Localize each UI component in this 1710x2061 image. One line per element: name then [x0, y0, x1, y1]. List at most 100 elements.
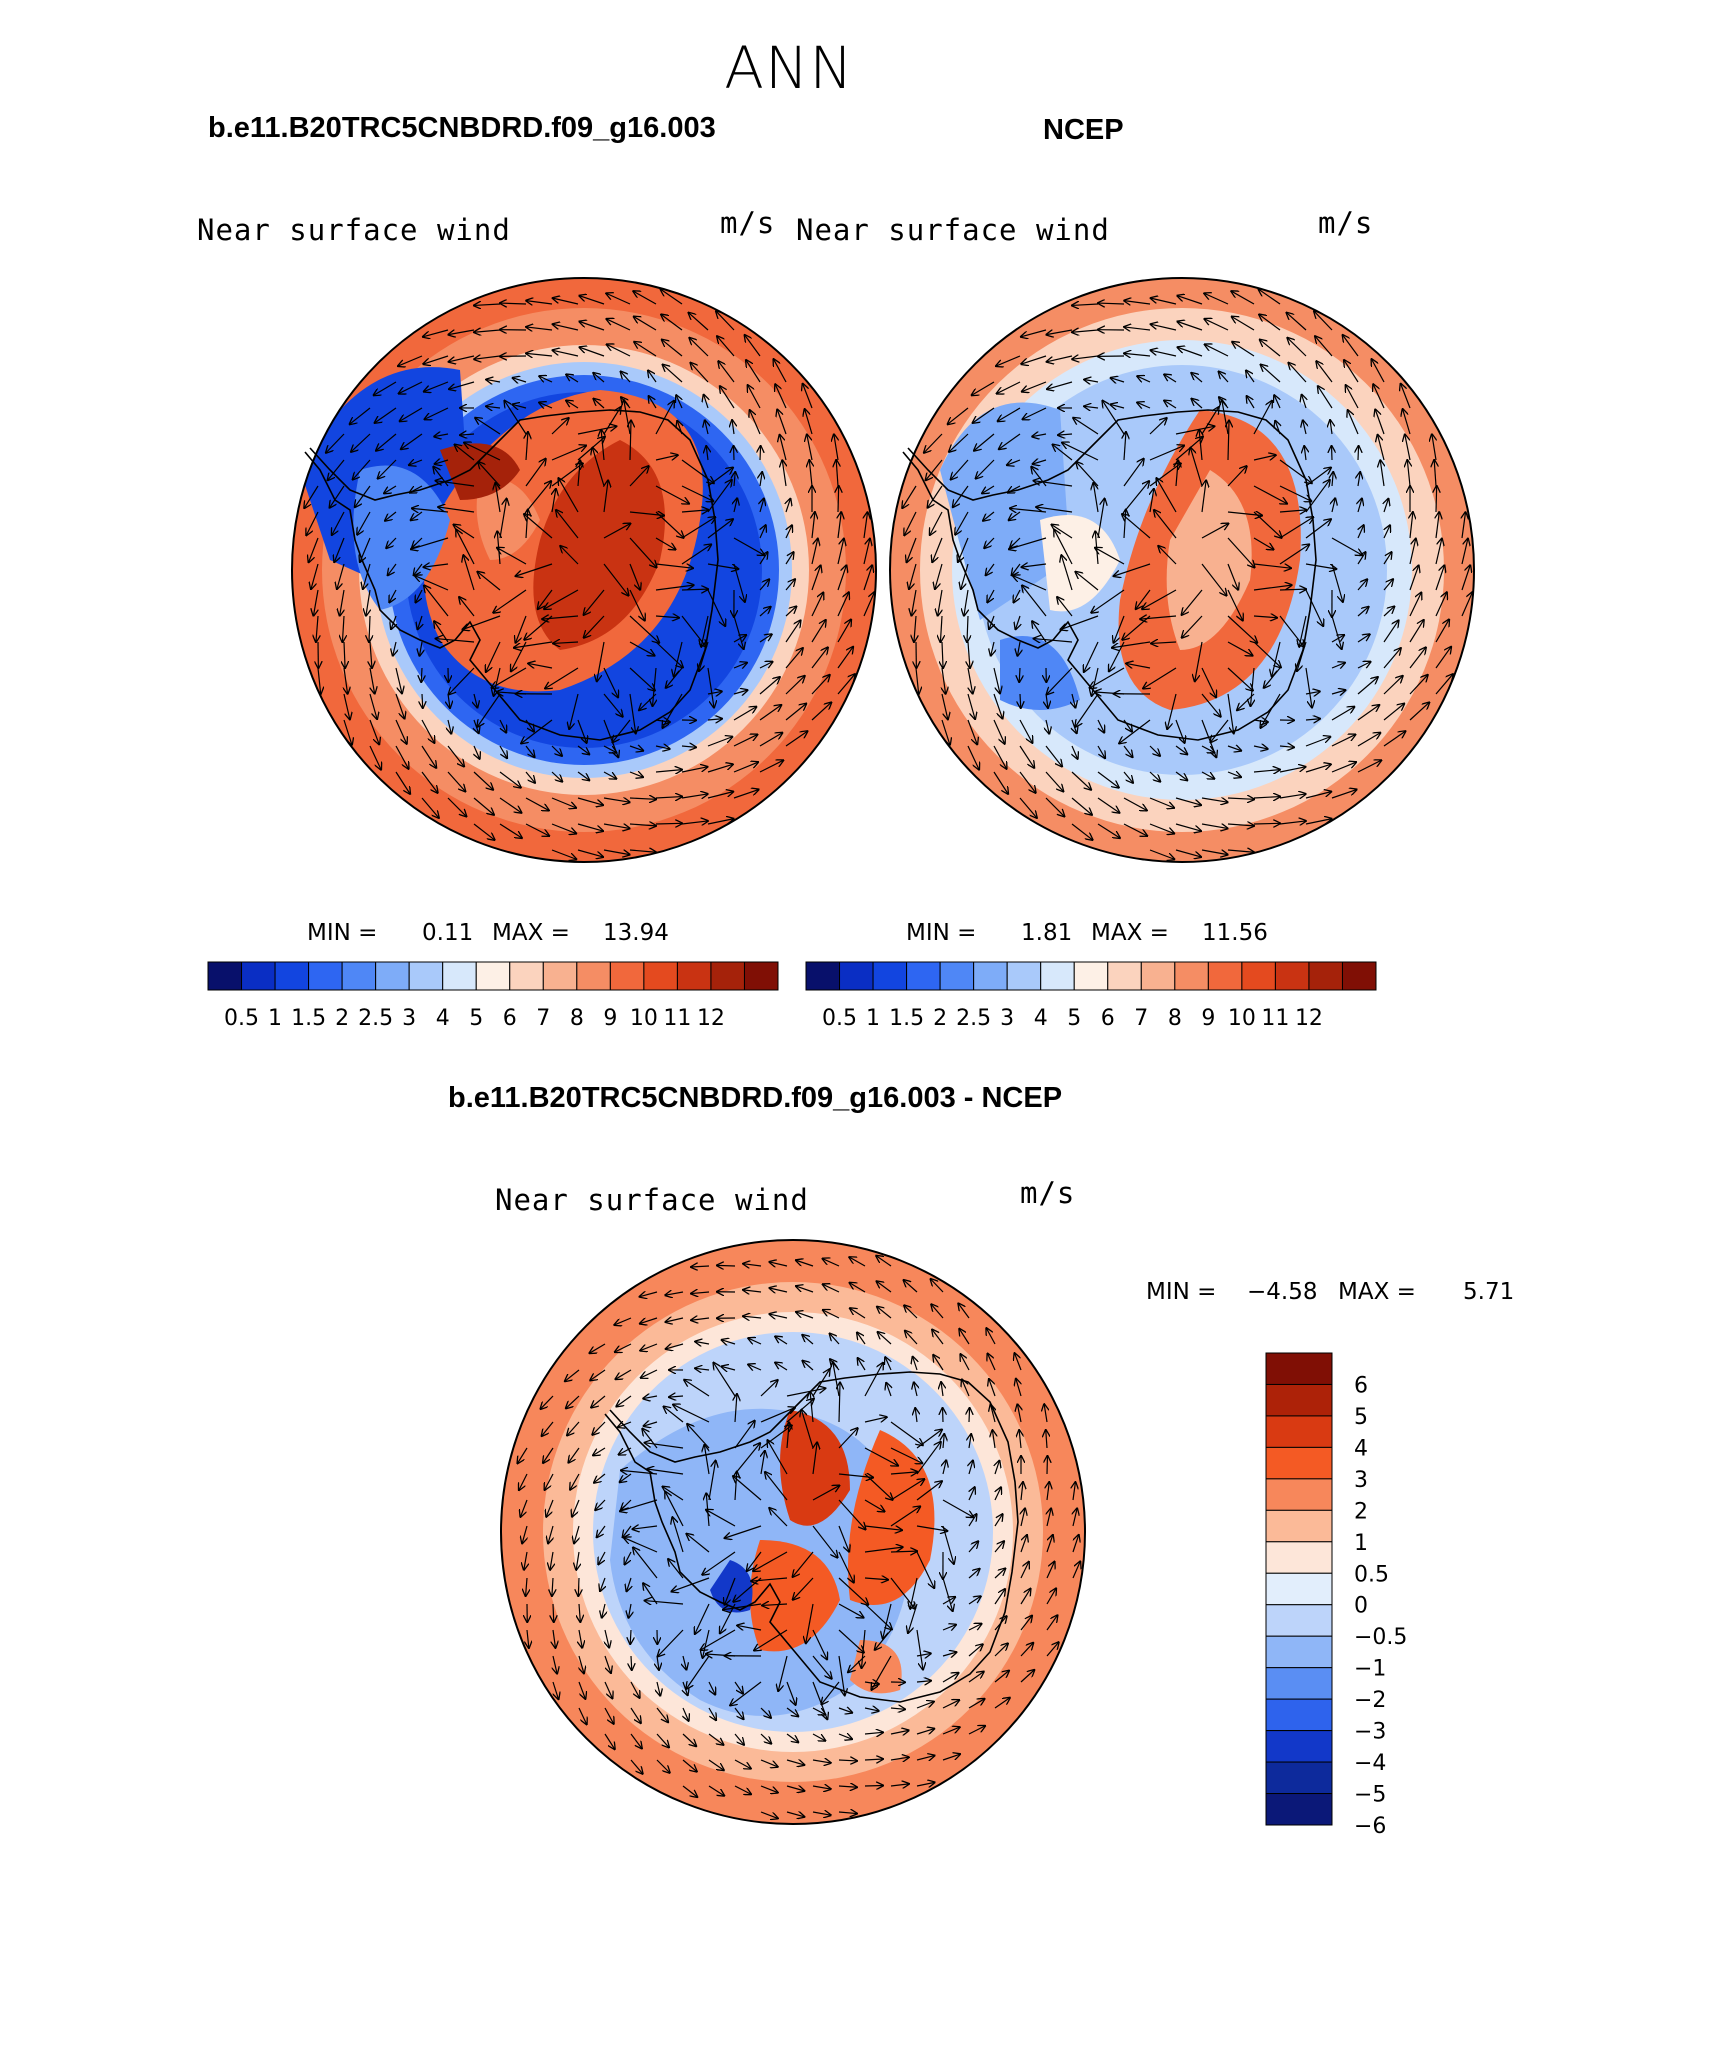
wind-vector — [769, 1262, 788, 1266]
wind-vector — [780, 435, 787, 461]
wind-vector — [1331, 615, 1342, 649]
wind-vector — [1275, 421, 1280, 435]
wind-vector — [1046, 693, 1048, 708]
wind-vector — [725, 1577, 736, 1605]
wind-vector — [682, 1785, 697, 1797]
wind-vector — [665, 1492, 684, 1527]
wind-vector — [326, 433, 345, 453]
bottom-panel-title: b.e11.B20TRC5CNBDRD.f09_g16.003 - NCEP — [448, 1082, 1063, 1114]
wind-vector — [769, 1288, 788, 1292]
wind-vector — [1205, 344, 1229, 357]
wind-vector — [1149, 823, 1174, 834]
wind-vector — [1401, 384, 1411, 409]
wind-vector — [645, 1443, 684, 1449]
wind-vector — [942, 1625, 956, 1630]
wind-vector — [834, 434, 838, 461]
wind-vector — [447, 797, 466, 816]
wind-vector — [1305, 519, 1331, 539]
wind-vector — [823, 1259, 840, 1267]
wind-vector — [1246, 370, 1255, 383]
wind-vector — [395, 745, 409, 769]
wind-vector — [656, 1707, 668, 1722]
wind-vector — [747, 1551, 762, 1571]
wind-vector — [1222, 400, 1229, 435]
wind-vector — [1022, 381, 1047, 392]
bottom-units-label: m/s — [1020, 1176, 1076, 1210]
colorbar-tick-label: 11 — [663, 1006, 691, 1031]
wind-vector — [311, 563, 319, 589]
wind-vector — [796, 1260, 814, 1267]
wind-vector — [968, 1569, 980, 1579]
wind-vector — [1201, 563, 1226, 596]
wind-vector — [769, 1314, 788, 1318]
wind-vector — [526, 1577, 527, 1596]
wind-vector — [1461, 539, 1468, 565]
wind-vector — [1305, 480, 1330, 513]
wind-vector — [1232, 342, 1255, 357]
wind-vector — [1435, 565, 1444, 591]
colorbar-segment — [1341, 961, 1377, 991]
wind-vector — [1047, 1482, 1049, 1501]
wind-vector — [1384, 499, 1388, 513]
wind-vector — [775, 384, 787, 409]
wind-vector — [1012, 563, 1021, 575]
wind-vector — [942, 1499, 973, 1517]
wind-vector — [968, 1644, 983, 1657]
wind-vector — [702, 1551, 736, 1575]
wind-vector — [890, 1506, 920, 1527]
wind-vector — [553, 350, 579, 357]
wind-vector — [785, 579, 795, 591]
wind-vector — [448, 329, 475, 335]
wind-vector — [552, 1681, 558, 1699]
wind-vector — [994, 1671, 1009, 1683]
wind-vector — [759, 733, 782, 747]
wind-vector — [883, 1603, 892, 1638]
wind-vector — [625, 1551, 632, 1564]
wind-vector — [1164, 401, 1177, 409]
wind-vector — [1302, 395, 1306, 409]
wind-vector — [707, 819, 733, 825]
wind-vector — [916, 1702, 934, 1709]
wind-vector — [1102, 401, 1125, 435]
wind-vector — [1403, 409, 1411, 435]
wind-vector — [734, 1759, 751, 1769]
wind-vector — [1261, 365, 1281, 383]
wind-vector — [681, 510, 708, 512]
wind-vector — [994, 1698, 1010, 1709]
wind-vector — [707, 691, 722, 694]
wind-vector — [565, 1369, 580, 1381]
wind-vector — [908, 1603, 918, 1633]
wind-vector — [823, 1310, 840, 1319]
colorbar-tick-label: 2.5 — [956, 1006, 991, 1031]
wind-vector — [600, 1577, 605, 1591]
wind-vector — [1013, 576, 1047, 591]
wind-vector — [665, 1318, 684, 1322]
wind-vector — [656, 1733, 669, 1747]
wind-vector — [1303, 420, 1306, 435]
colorbar-segment — [710, 961, 745, 991]
wind-vector — [986, 1328, 996, 1345]
wind-vector — [1052, 525, 1073, 539]
wind-vector — [378, 459, 397, 478]
colorbar-segment — [1265, 1635, 1333, 1669]
wind-vector — [655, 511, 684, 538]
wind-vector — [1251, 667, 1254, 706]
wind-vector — [967, 615, 968, 642]
wind-vector — [916, 667, 919, 694]
wind-vector — [1409, 702, 1429, 721]
wind-vector — [1227, 615, 1257, 643]
wind-vector — [473, 797, 494, 815]
wind-vector — [528, 663, 553, 668]
wind-vector — [1123, 719, 1132, 732]
wind-vector — [1178, 347, 1203, 357]
wind-vector — [1435, 647, 1451, 669]
wind-vector — [499, 771, 521, 788]
wind-vector — [777, 410, 787, 435]
wind-vector — [1383, 620, 1399, 643]
wind-vector — [1331, 735, 1355, 747]
wind-vector — [708, 1733, 723, 1745]
wind-vector — [592, 1421, 606, 1435]
wind-vector — [1014, 589, 1021, 602]
wind-vector — [1022, 585, 1047, 617]
difference-colorbar: 6 5 4 3 2 1 0.5 0 −0.5 −1 −2 −3 −4 −5 −6 — [1265, 1352, 1407, 1839]
